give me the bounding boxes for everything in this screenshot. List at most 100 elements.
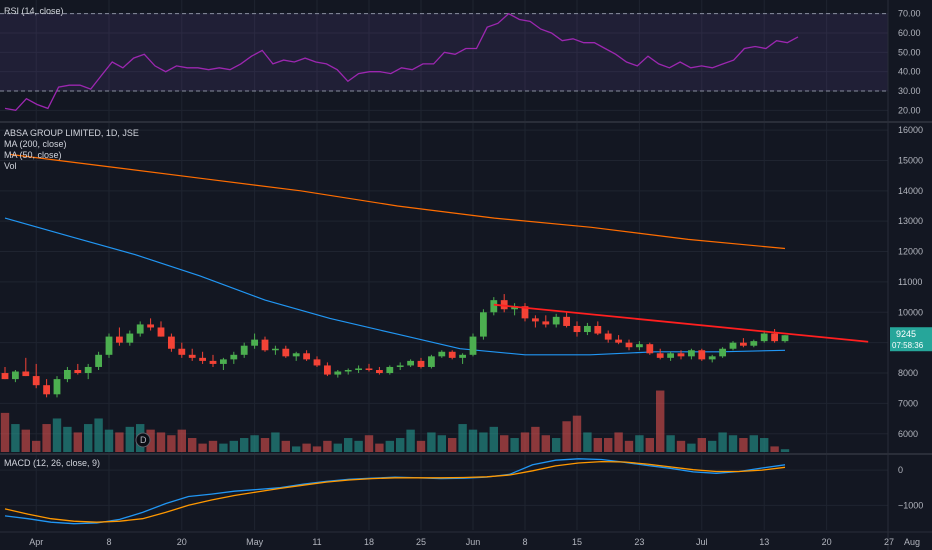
candle-body[interactable] [719,348,726,357]
last-price-tag [890,327,932,352]
volume-bar [52,418,62,452]
candle-body[interactable] [168,336,175,349]
candle-body[interactable] [178,348,186,355]
candle-body[interactable] [272,348,279,351]
candle-body[interactable] [625,342,633,348]
candle-body[interactable] [677,353,685,357]
x-tick-label: Apr [29,537,43,547]
candle-body[interactable] [303,353,310,360]
candle-body[interactable] [64,370,71,380]
volume-bar [458,424,467,452]
candle-body[interactable] [490,300,498,313]
candle-body[interactable] [334,371,342,375]
candle-body[interactable] [604,333,612,340]
volume-bar [666,435,675,452]
candle-body[interactable] [1,373,9,380]
candle-body[interactable] [771,333,778,342]
candle-body[interactable] [469,336,477,355]
volume-bar [84,424,93,452]
candle-body[interactable] [396,365,404,367]
candle-body[interactable] [459,354,466,358]
candle-body[interactable] [760,333,768,342]
candle-body[interactable] [615,339,622,343]
candle-body[interactable] [656,353,664,358]
candle-body[interactable] [220,359,227,364]
candle-body[interactable] [147,324,154,328]
candle-body[interactable] [781,335,789,342]
candle-body[interactable] [511,306,518,310]
resistance-trendline[interactable] [493,303,869,343]
candle-body[interactable] [532,318,539,322]
candle-body[interactable] [74,370,82,374]
x-tick-label: Jun [466,537,481,547]
candle-body[interactable] [740,342,747,346]
candle-body[interactable] [521,306,529,319]
volume-bar [479,432,488,452]
candle-body[interactable] [136,324,144,334]
candle-body[interactable] [417,360,425,367]
candle-body[interactable] [157,327,165,337]
candle-body[interactable] [750,341,758,346]
candle-body[interactable] [708,356,716,360]
candle-body[interactable] [95,354,102,367]
candle-body[interactable] [209,360,217,364]
candle-body[interactable] [32,376,40,386]
candle-body[interactable] [344,370,352,372]
candle-body[interactable] [688,350,695,357]
macd-legend: MACD (12, 26, close, 9) [4,458,100,468]
candle-body[interactable] [594,325,602,334]
candle-body[interactable] [12,371,19,380]
volume-bar [177,429,186,452]
volume-bar [448,438,457,452]
volume-bar [104,429,114,452]
candle-body[interactable] [43,385,50,395]
volume-bar [489,426,498,452]
candle-body[interactable] [126,333,134,343]
candle-body[interactable] [365,368,373,370]
candle-body[interactable] [407,360,414,366]
candle-body[interactable] [448,351,456,358]
candle-body[interactable] [282,348,290,357]
candle-body[interactable] [240,345,248,355]
candle-body[interactable] [667,353,674,358]
volume-bar [21,429,30,452]
candle-body[interactable] [22,371,30,377]
candle-body[interactable] [376,370,383,374]
candle-body[interactable] [428,356,435,367]
candle-body[interactable] [438,351,446,357]
dividend-badge[interactable] [135,432,151,448]
candle-body[interactable] [199,357,206,361]
candle-body[interactable] [563,316,570,326]
candle-body[interactable] [53,379,61,395]
candle-body[interactable] [573,325,581,333]
candle-body[interactable] [84,366,92,374]
candle-body[interactable] [480,312,487,337]
candle-body[interactable] [261,339,269,351]
last-price-label: 9245 [896,329,916,339]
candle-body[interactable] [251,339,258,346]
candle-body[interactable] [116,336,123,343]
candle-body[interactable] [698,350,706,360]
candle-body[interactable] [552,316,560,325]
volume-bar [323,440,332,452]
candle-body[interactable] [324,365,331,375]
candle-body[interactable] [292,353,300,357]
candle-body[interactable] [105,336,113,355]
candle-body[interactable] [542,321,550,325]
candle-body[interactable] [729,342,737,349]
candle-body[interactable] [230,354,238,360]
volume-bar [572,415,582,452]
candle-body[interactable] [313,359,321,366]
candle-body[interactable] [386,366,394,374]
volume-bar [396,438,405,452]
candle-body[interactable] [500,300,508,310]
candle-body[interactable] [636,344,643,348]
candle-body[interactable] [646,344,654,354]
candle-body[interactable] [355,368,362,370]
candle-body[interactable] [188,354,196,358]
candle-body[interactable] [584,325,591,333]
bar-countdown-label: 07:58:36 [892,341,924,350]
rsi-tick-label: 30.00 [898,86,921,96]
